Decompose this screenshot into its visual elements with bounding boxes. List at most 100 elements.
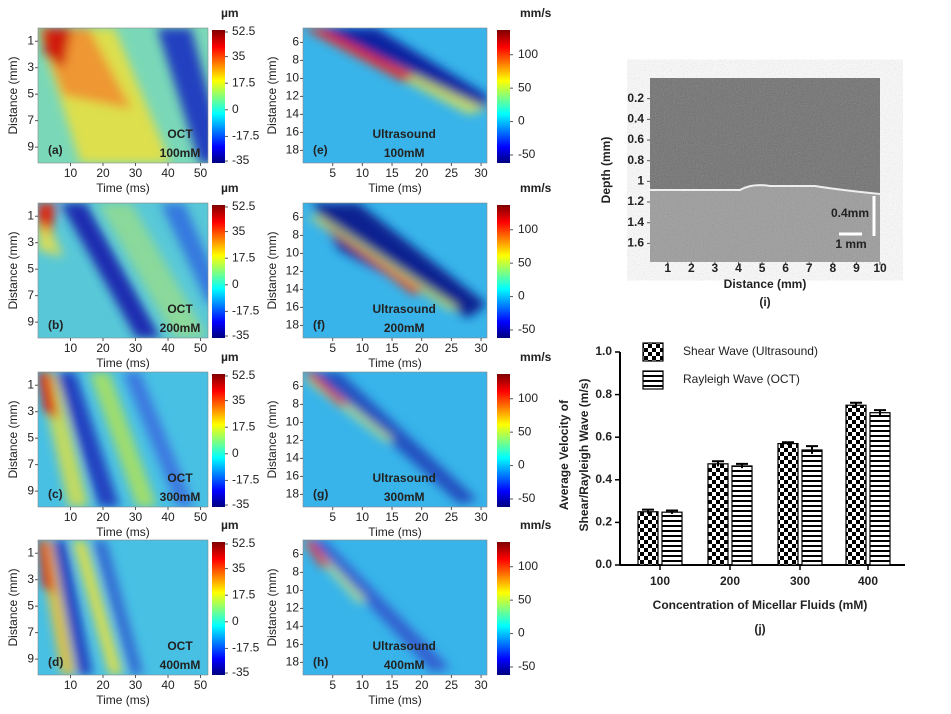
y-tick-label: 3 [27,60,34,74]
x-axis-label: Time (ms) [368,525,422,539]
y-tick-label: 14 [286,451,300,465]
annotation: 200mM [160,321,201,335]
bar [845,404,867,566]
error-bar [642,508,654,514]
colorbar-tick-label: -50 [518,491,536,505]
y-tick-label: 8 [292,53,299,67]
colorbar-tick-label: 17.5 [232,587,256,601]
wave-band [55,372,120,507]
plot-frame [37,27,209,164]
heatmap [303,203,487,338]
y-tick-label: 12 [286,601,300,615]
x-tick-label: 30 [474,678,488,692]
wave-band [38,372,59,420]
annotation: 200mM [384,321,425,335]
heatmap-bands [303,28,487,115]
panel-label: (c) [48,487,63,501]
x-tick-label: 25 [445,166,459,180]
y-tick-label: 12 [286,89,300,103]
y-tick-label: 18 [286,655,300,669]
x-tick-label: 20 [96,678,110,692]
legend-swatch [642,370,664,390]
colorbar-unit: µm [221,518,239,532]
y-tick-label: 14 [286,107,300,121]
colorbar-tick-label: 100 [518,47,538,61]
colorbar-tick-label: 0 [232,614,239,628]
y-axis-label: Distance (mm) [265,56,279,134]
colorbar-tick-label: 52.5 [232,199,256,213]
heatmap-bands [303,203,487,318]
y-tick-label: 3 [27,404,34,418]
panel-label: (d) [48,655,63,669]
colorbar [497,30,510,163]
x-tick-label: 50 [194,510,208,524]
colorbar [212,374,225,507]
y-tick-label: 5 [27,86,34,100]
y-tick-label: 12 [286,264,300,278]
y-tick-label: 8 [292,565,299,579]
error-bar [736,462,748,469]
annotation: 400mM [384,658,425,672]
colorbar-tick-label: 0 [518,626,525,640]
y-tick-label: 5 [27,261,34,275]
panel-label: (e) [313,143,328,157]
annotation: 300mM [384,490,425,504]
colorbar-tick-label: -35 [232,497,250,511]
y-tick-label: 14 [286,619,300,633]
y-tick-label: 18 [286,143,300,157]
annotation: Ultrasound [373,127,436,141]
y-tick-label: 9 [27,483,34,497]
x-tick-label: 30 [129,510,143,524]
y-axis-label: Distance (mm) [6,400,20,478]
y-tick-label: 3 [27,572,34,586]
y-tick-label: 1 [637,174,644,188]
x-tick-label: 30 [129,341,143,355]
colorbar-tick-label: 35 [232,561,246,575]
x-axis-label: Time (ms) [368,181,422,195]
x-axis-label: Time (ms) [368,356,422,370]
x-tick-label: 40 [161,510,175,524]
wave-band [303,372,349,406]
x-tick-label: 30 [129,678,143,692]
colorbar [497,542,510,675]
colorbar-unit: mm/s [520,6,552,20]
error-bar [874,409,886,416]
wave-band [92,540,144,675]
x-axis-label: Time (ms) [96,356,150,370]
colorbar-tick-label: 52.5 [232,536,256,550]
bar [731,465,753,566]
colorbar-tick-label: -35 [232,153,250,167]
y-tick-label: 16 [286,469,300,483]
x-axis-label: Concentration of Micellar Fluids (mM) [653,598,868,612]
panel-label: (h) [313,655,328,669]
y-tick-label: 7 [27,113,34,127]
annotation: Ultrasound [373,302,436,316]
x-axis-label: Distance (mm) [724,277,807,291]
y-tick-label: 5 [27,598,34,612]
y-tick-label: 7 [27,288,34,302]
annotation: 400mM [160,658,201,672]
wave-band [60,203,161,338]
wave-band [312,372,478,505]
y-tick-label: 1.2 [627,194,644,208]
y-axis-label: Average Velocity of [557,399,571,510]
y-tick-label: 18 [286,487,300,501]
colorbar-tick-label: 50 [518,424,532,438]
x-tick-label: 15 [385,510,399,524]
colorbar [497,205,510,338]
plot-frame [37,202,209,339]
y-tick-label: 10 [286,415,300,429]
legend-label: Shear Wave (Ultrasound) [683,344,818,358]
y-tick-label: 7 [27,457,34,471]
x-tick-label: 10 [64,166,78,180]
x-axis-label: Time (ms) [96,181,150,195]
y-tick-label: 0.2 [627,91,644,105]
y-tick-label: 6 [292,35,299,49]
x-tick-label: 10 [356,166,370,180]
x-tick-label: 25 [445,510,459,524]
colorbar-tick-label: -50 [518,322,536,336]
x-tick-label: 4 [735,261,742,275]
wave-band [303,209,423,295]
error-bar [806,445,818,454]
bar [661,511,683,566]
